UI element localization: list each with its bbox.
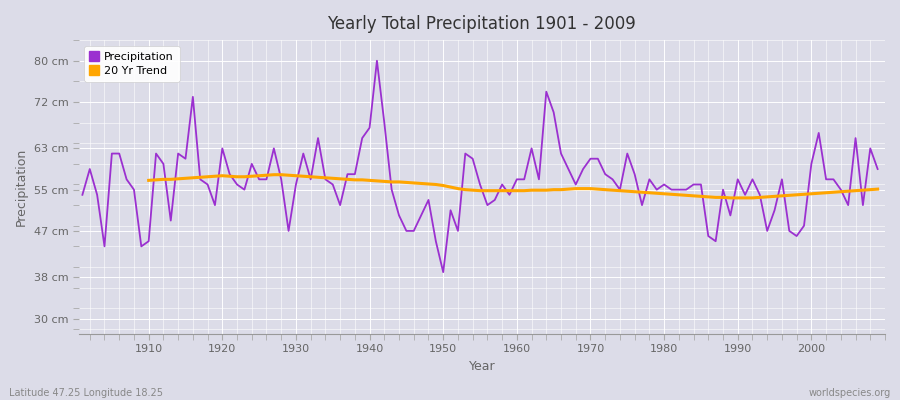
Precipitation [872, 167, 883, 172]
Title: Yearly Total Precipitation 1901 - 2009: Yearly Total Precipitation 1901 - 2009 [328, 15, 636, 33]
Precipitation [518, 177, 529, 182]
Precipitation [342, 172, 353, 176]
Precipitation [615, 187, 626, 192]
Precipitation [136, 244, 147, 249]
X-axis label: Year: Year [469, 360, 495, 373]
Line: 20 Yr Trend: 20 Yr Trend [148, 175, 878, 198]
20 Yr Trend [143, 178, 154, 183]
20 Yr Trend [850, 188, 861, 193]
Precipitation [298, 151, 309, 156]
Line: Precipitation: Precipitation [83, 61, 878, 272]
20 Yr Trend [828, 190, 839, 195]
Text: Latitude 47.25 Longitude 18.25: Latitude 47.25 Longitude 18.25 [9, 388, 163, 398]
20 Yr Trend [872, 187, 883, 192]
20 Yr Trend [526, 188, 537, 192]
Precipitation [526, 146, 537, 151]
20 Yr Trend [725, 196, 736, 200]
Text: worldspecies.org: worldspecies.org [809, 388, 891, 398]
20 Yr Trend [291, 173, 302, 178]
Precipitation [77, 192, 88, 197]
20 Yr Trend [320, 175, 331, 180]
Precipitation [372, 58, 382, 63]
Legend: Precipitation, 20 Yr Trend: Precipitation, 20 Yr Trend [85, 46, 180, 82]
20 Yr Trend [585, 186, 596, 191]
Precipitation [437, 270, 448, 274]
Y-axis label: Precipitation: Precipitation [15, 148, 28, 226]
20 Yr Trend [268, 172, 279, 177]
